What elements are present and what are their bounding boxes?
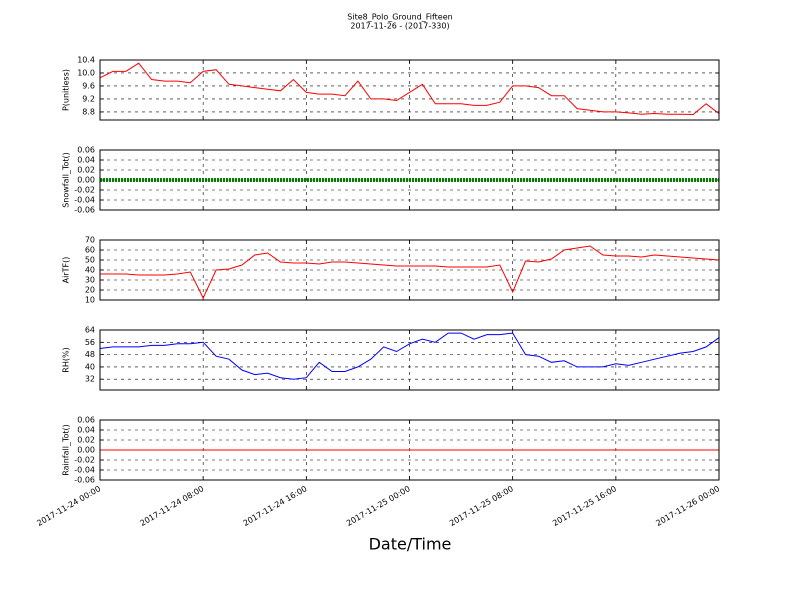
x-axis-label: Date/Time: [369, 535, 452, 554]
y-tick-label: -0.06: [74, 476, 95, 485]
y-tick-label: 9.6: [82, 81, 95, 90]
y-axis-label: Rainfall_Tot(): [62, 424, 71, 476]
y-tick-label: 0.06: [77, 416, 95, 425]
x-tick-label: 2017-11-26 00:00: [654, 484, 721, 528]
plot-frame: [99, 239, 720, 301]
chart-subtitle: 2017-11-26 - (2017-330): [350, 22, 449, 31]
y-tick-label: -0.04: [74, 466, 95, 475]
y-tick-label: 10: [85, 296, 95, 305]
chart-title: Site8_Polo_Ground_Fifteen: [347, 13, 452, 22]
plot-frame: [99, 149, 720, 211]
y-tick-label: 9.2: [82, 94, 95, 103]
y-tick-label: 8.8: [82, 107, 95, 116]
plot-frame: [99, 419, 720, 481]
x-tick-label: 2017-11-25 08:00: [448, 484, 515, 528]
y-tick-label: 40: [85, 266, 95, 275]
x-tick-label: 2017-11-24 16:00: [242, 484, 309, 528]
y-tick-label: 64: [85, 326, 95, 335]
plot-frame: [99, 329, 720, 391]
y-tick-label: 20: [85, 286, 95, 295]
y-tick-label: 50: [85, 256, 95, 265]
x-tick-label: 2017-11-24 08:00: [138, 484, 205, 528]
x-tick-label: 2017-11-25 16:00: [551, 484, 618, 528]
y-tick-label: 0.02: [77, 166, 95, 175]
y-tick-label: 0.00: [77, 176, 95, 185]
y-tick-label: 0.06: [77, 146, 95, 155]
y-tick-label: 0.00: [77, 446, 95, 455]
data-line: [99, 332, 720, 380]
y-axis-label: AirTF(): [62, 257, 71, 284]
y-tick-label: 48: [85, 350, 95, 359]
x-tick-label: 2017-11-24 00:00: [35, 484, 102, 528]
y-axis-label: RH(%): [62, 347, 71, 372]
plot-frame: [99, 59, 720, 121]
y-tick-label: -0.06: [74, 206, 95, 215]
y-tick-label: 10.4: [77, 56, 95, 65]
y-tick-label: 60: [85, 246, 95, 255]
y-tick-label: 10.0: [77, 68, 95, 77]
x-tick-label: 2017-11-25 00:00: [345, 484, 412, 528]
y-axis-label: P(unitless): [62, 69, 71, 111]
y-tick-label: 0.04: [77, 156, 95, 165]
y-axis-label: Snowfall_Tot(): [62, 152, 71, 208]
y-tick-label: 0.02: [77, 436, 95, 445]
y-tick-label: 70: [85, 236, 95, 245]
y-tick-label: -0.02: [74, 456, 95, 465]
data-line: [100, 245, 720, 300]
y-tick-label: 32: [85, 375, 95, 384]
y-tick-label: 30: [85, 276, 95, 285]
y-tick-label: -0.02: [74, 186, 95, 195]
data-line: [99, 62, 720, 116]
y-tick-label: 0.04: [77, 426, 95, 435]
y-tick-label: 40: [85, 362, 95, 371]
y-tick-label: -0.04: [74, 196, 95, 205]
y-tick-label: 56: [85, 338, 95, 347]
